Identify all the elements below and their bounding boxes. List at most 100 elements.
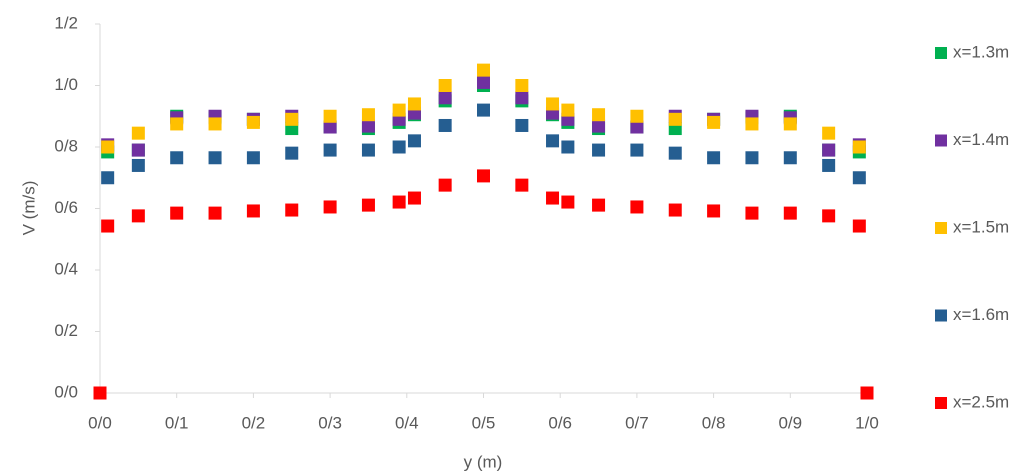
marker (783, 206, 797, 220)
marker (783, 151, 797, 165)
marker (323, 109, 337, 123)
legend-swatch (935, 397, 947, 409)
marker (783, 117, 797, 131)
marker (208, 206, 222, 220)
marker (515, 118, 529, 132)
y-tick-label: 0/2 (54, 321, 78, 340)
marker (592, 119, 606, 133)
marker (170, 206, 184, 220)
marker (101, 171, 115, 185)
marker (745, 117, 759, 131)
marker (361, 119, 375, 133)
marker (477, 103, 490, 117)
marker (246, 151, 260, 165)
marker (361, 198, 375, 212)
marker (392, 103, 406, 117)
marker (860, 386, 874, 400)
marker (246, 115, 260, 129)
marker (170, 117, 184, 131)
legend-swatch (935, 222, 947, 234)
y-axis-label: V (m/s) (19, 181, 38, 236)
marker (707, 204, 721, 218)
legend-label: x=1.5m (953, 217, 1009, 236)
marker (361, 108, 375, 122)
marker (707, 115, 721, 129)
marker (707, 151, 721, 165)
marker (407, 134, 421, 148)
marker (515, 91, 529, 105)
y-tick-label: 0/8 (54, 136, 78, 155)
marker (546, 191, 560, 205)
marker (477, 169, 490, 183)
marker (477, 75, 490, 89)
marker (438, 79, 452, 92)
y-tick-label: 1/2 (54, 13, 78, 32)
marker (477, 63, 490, 77)
marker (392, 140, 406, 154)
marker (323, 143, 337, 157)
marker (592, 108, 606, 122)
marker (745, 206, 759, 220)
x-tick-label: 0/1 (165, 413, 189, 432)
marker (246, 204, 260, 218)
marker (361, 143, 375, 157)
y-tick-label: 1/0 (54, 75, 78, 94)
marker (592, 143, 606, 157)
marker (101, 219, 115, 233)
marker (515, 178, 529, 192)
y-tick-label: 0/4 (54, 259, 78, 278)
marker (392, 195, 406, 209)
marker (561, 195, 575, 209)
x-tick-label: 0/4 (395, 413, 419, 432)
marker (822, 158, 836, 172)
legend-swatch (935, 134, 947, 147)
legend-swatch (935, 47, 947, 59)
x-axis-label: y (m) (464, 452, 503, 471)
x-tick-label: 0/9 (778, 413, 802, 432)
legend-label: x=1.3m (953, 42, 1009, 61)
legend-label: x=1.4m (953, 130, 1009, 149)
marker (438, 91, 452, 105)
x-tick-label: 0/5 (472, 413, 496, 432)
y-tick-label: 0/0 (54, 382, 78, 401)
x-tick-label: 0/8 (702, 413, 726, 432)
marker (630, 120, 644, 134)
marker (407, 97, 421, 111)
marker (561, 140, 575, 154)
marker (745, 151, 759, 165)
marker (852, 219, 866, 233)
x-tick-label: 0/0 (88, 413, 112, 432)
marker (323, 120, 337, 134)
marker (323, 200, 337, 214)
marker (208, 117, 222, 131)
marker (546, 97, 560, 111)
y-tick-label: 0/6 (54, 198, 78, 217)
marker (852, 140, 866, 154)
marker (561, 103, 575, 117)
marker (515, 79, 529, 92)
marker (668, 203, 682, 217)
x-tick-label: 0/2 (242, 413, 266, 432)
x-tick-label: 0/3 (318, 413, 342, 432)
marker (131, 126, 145, 140)
marker (285, 112, 299, 126)
marker (438, 178, 452, 192)
marker (170, 151, 184, 165)
marker (131, 158, 145, 172)
marker (285, 203, 299, 217)
marker (630, 200, 644, 214)
marker (208, 151, 222, 165)
marker (668, 112, 682, 126)
marker (592, 198, 606, 212)
x-tick-label: 0/7 (625, 413, 649, 432)
x-tick-label: 0/6 (548, 413, 572, 432)
marker (407, 191, 421, 205)
marker (546, 134, 560, 148)
marker (822, 143, 836, 157)
marker (630, 143, 644, 157)
marker (131, 143, 145, 157)
marker (131, 209, 145, 223)
legend-label: x=1.6m (953, 305, 1009, 324)
marker (630, 109, 644, 123)
